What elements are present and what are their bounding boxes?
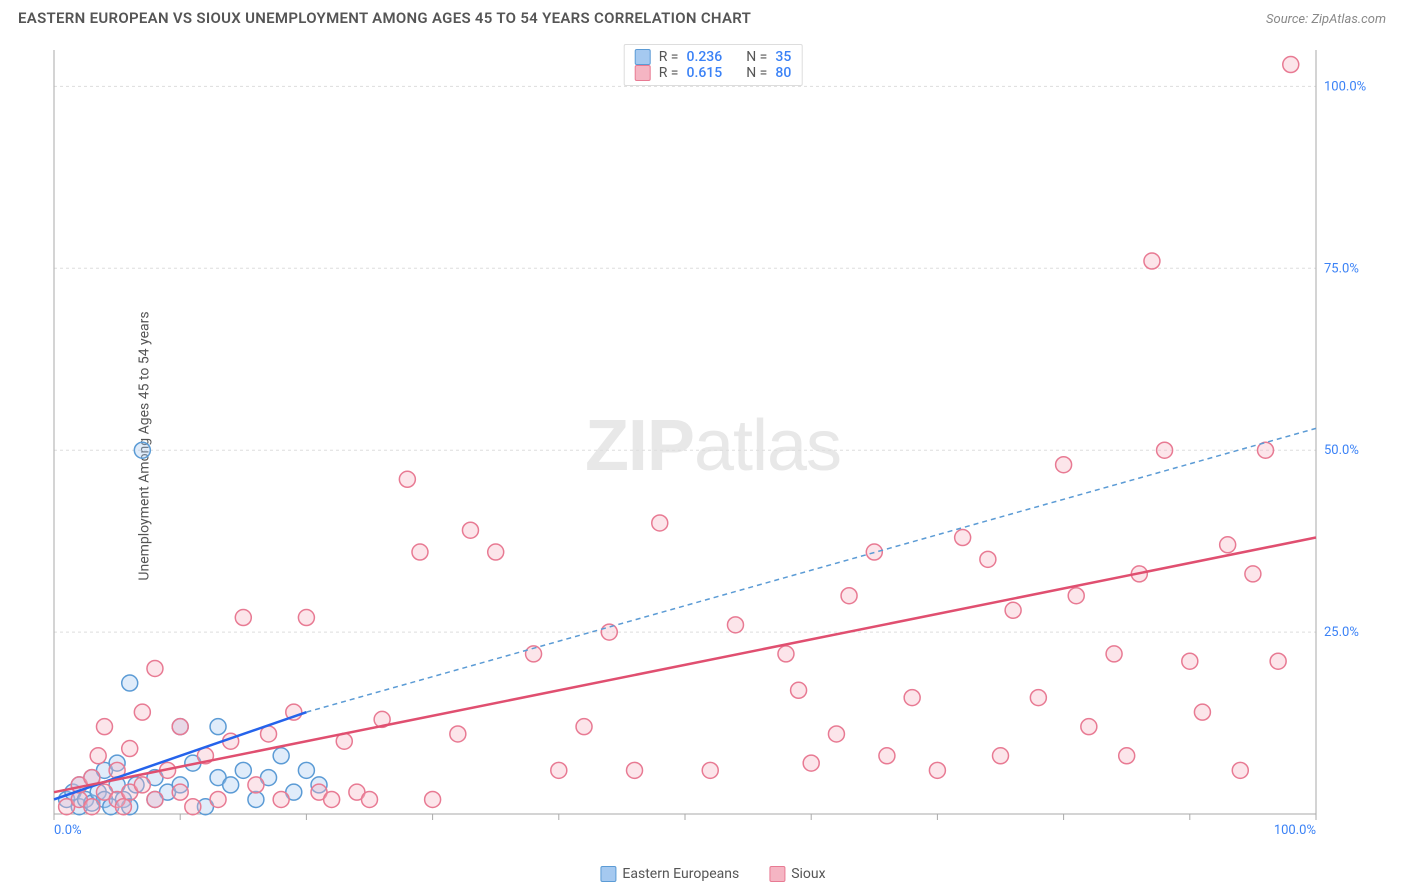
legend-series: Eastern Europeans Sioux	[600, 866, 825, 882]
source-prefix: Source:	[1266, 12, 1311, 27]
svg-text:100.0%: 100.0%	[1274, 823, 1316, 838]
n-label-1: N =	[746, 65, 767, 81]
source-label: Source: ZipAtlas.com	[1266, 8, 1386, 27]
legend-item-0: Eastern Europeans	[600, 866, 739, 882]
r-value-1: 0.615	[687, 65, 723, 81]
legend-stats: R = 0.236 N = 35 R = 0.615 N = 80	[624, 44, 803, 86]
n-value-0: 35	[775, 49, 791, 65]
source-value: ZipAtlas.com	[1311, 12, 1386, 27]
chart-title: EASTERN EUROPEAN VS SIOUX UNEMPLOYMENT A…	[18, 9, 751, 27]
svg-text:75.0%: 75.0%	[1324, 261, 1359, 276]
n-label-0: N =	[746, 49, 767, 65]
scatter-plot: 25.0% 50.0% 75.0% 100.0% 0.0% 100.0%	[48, 40, 1386, 844]
legend-bottom-swatch-1	[769, 866, 785, 882]
r-label-1: R =	[659, 65, 679, 81]
legend-label-0: Eastern Europeans	[622, 866, 739, 882]
legend-bottom-swatch-0	[600, 866, 616, 882]
r-value-0: 0.236	[687, 49, 723, 65]
legend-item-1: Sioux	[769, 866, 825, 882]
legend-swatch-1	[635, 65, 651, 81]
legend-stats-row-0: R = 0.236 N = 35	[635, 49, 792, 65]
svg-text:25.0%: 25.0%	[1324, 625, 1359, 640]
legend-swatch-0	[635, 49, 651, 65]
r-label-0: R =	[659, 49, 679, 65]
chart-container: Unemployment Among Ages 45 to 54 years Z…	[40, 40, 1386, 852]
legend-label-1: Sioux	[791, 866, 825, 882]
svg-text:100.0%: 100.0%	[1324, 79, 1366, 94]
svg-text:0.0%: 0.0%	[54, 823, 82, 838]
svg-text:50.0%: 50.0%	[1324, 443, 1359, 458]
n-value-1: 80	[775, 65, 791, 81]
legend-stats-row-1: R = 0.615 N = 80	[635, 65, 792, 81]
